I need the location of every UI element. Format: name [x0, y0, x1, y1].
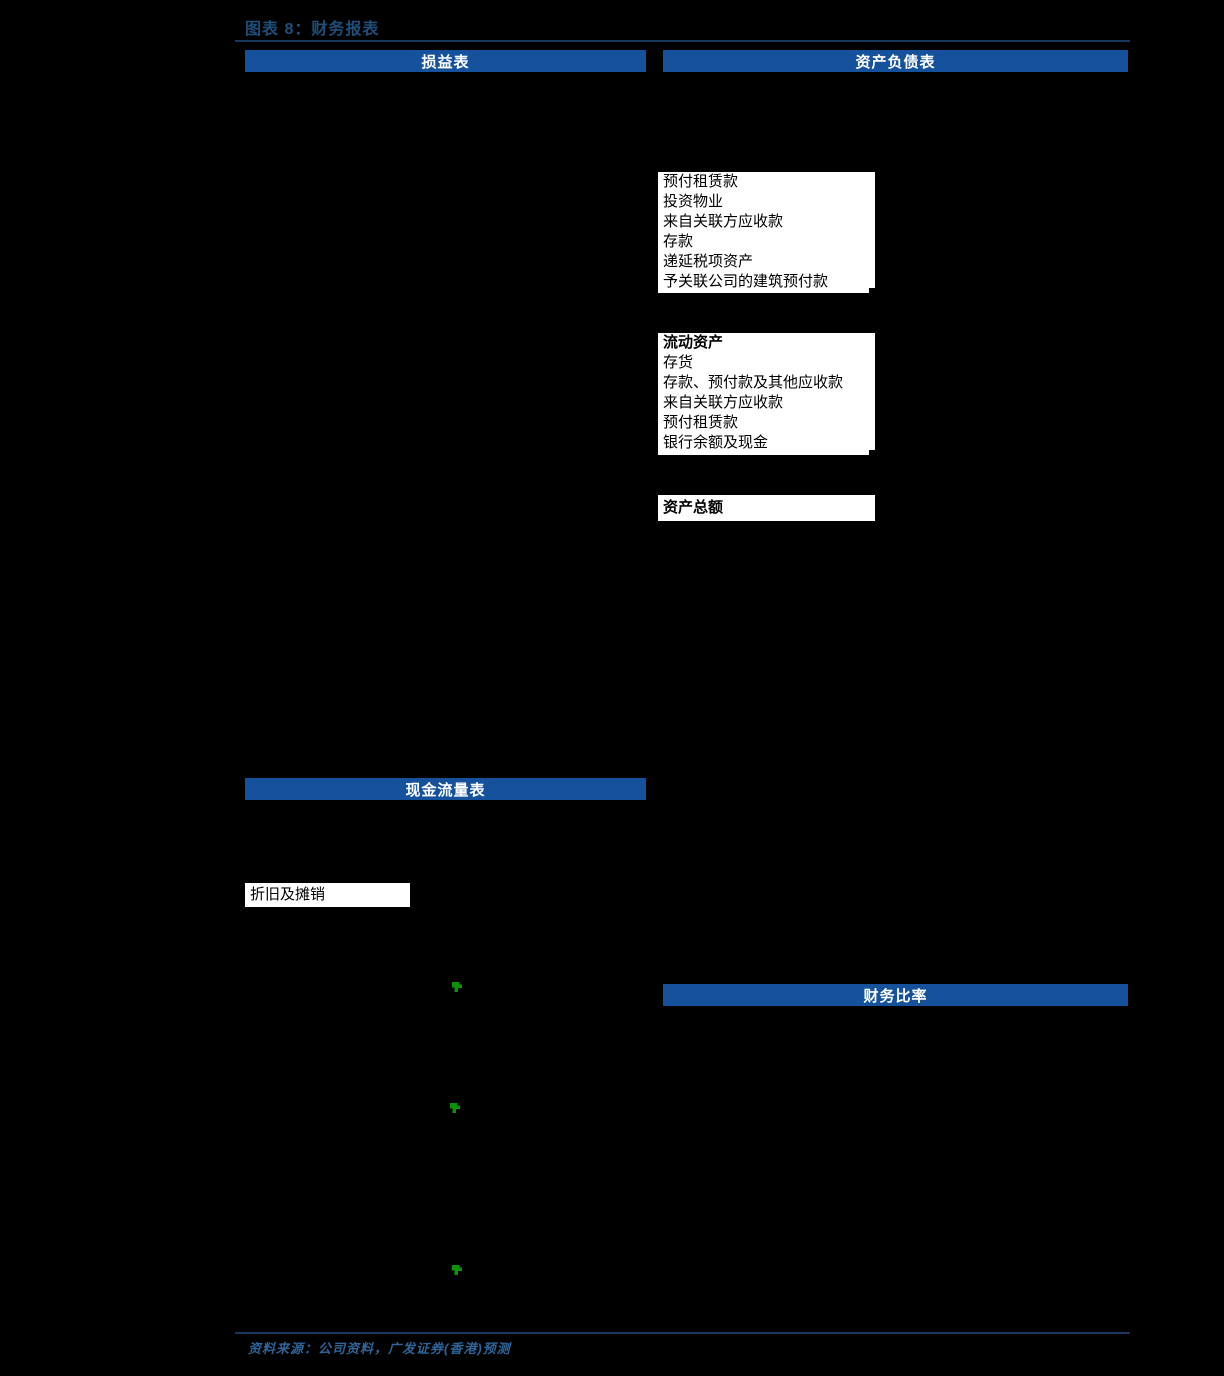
box-corner-notch	[869, 450, 875, 455]
table-row: 来自关联方应收款	[663, 213, 784, 230]
section-header-label: 资产负债表	[855, 53, 936, 71]
table-row: 存款、预付款及其他应收款	[663, 374, 844, 391]
section-header-label: 财务比率	[863, 987, 928, 1005]
balance-sheet-total-assets-box: 资产总额	[658, 495, 875, 521]
table-row: 递延税项资产	[663, 253, 754, 270]
section-header-label: 损益表	[421, 53, 470, 71]
balance-sheet-current-assets-box: 流动资产 存货 存款、预付款及其他应收款 来自关联方应收款 预付租赁款 银行余额…	[658, 333, 875, 455]
title-underline	[235, 40, 1130, 42]
section-header-balance-sheet: 资产负债表	[663, 50, 1128, 72]
table-row: 予关联公司的建筑预付款	[663, 273, 829, 290]
table-row: 来自关联方应收款	[663, 394, 784, 411]
box-corner-notch	[869, 288, 875, 293]
table-row: 预付租赁款	[663, 173, 739, 190]
green-step-arrow-icon	[450, 1103, 460, 1113]
section-header-financial-ratios: 财务比率	[663, 984, 1128, 1006]
source-divider-line	[235, 1332, 1130, 1334]
green-step-arrow-icon	[452, 1265, 462, 1275]
table-row: 存款	[663, 233, 694, 250]
source-note: 资料来源：公司资料，广发证券(香港)预测	[248, 1341, 511, 1356]
section-header-income-statement: 损益表	[245, 50, 646, 72]
section-header-cash-flow: 现金流量表	[245, 778, 646, 800]
table-row: 存货	[663, 354, 694, 371]
table-row: 银行余额及现金	[663, 434, 769, 451]
table-row: 预付租赁款	[663, 414, 739, 431]
figure-title: 图表 8：财务报表	[245, 21, 380, 38]
table-row-header: 流动资产	[663, 334, 724, 351]
balance-sheet-noncurrent-box: 预付租赁款 投资物业 来自关联方应收款 存款 递延税项资产 予关联公司的建筑预付…	[658, 172, 875, 293]
table-row: 投资物业	[663, 193, 724, 210]
cash-flow-depreciation-box: 折旧及摊销	[245, 883, 410, 907]
green-step-arrow-icon	[452, 982, 462, 992]
section-header-label: 现金流量表	[405, 781, 486, 799]
